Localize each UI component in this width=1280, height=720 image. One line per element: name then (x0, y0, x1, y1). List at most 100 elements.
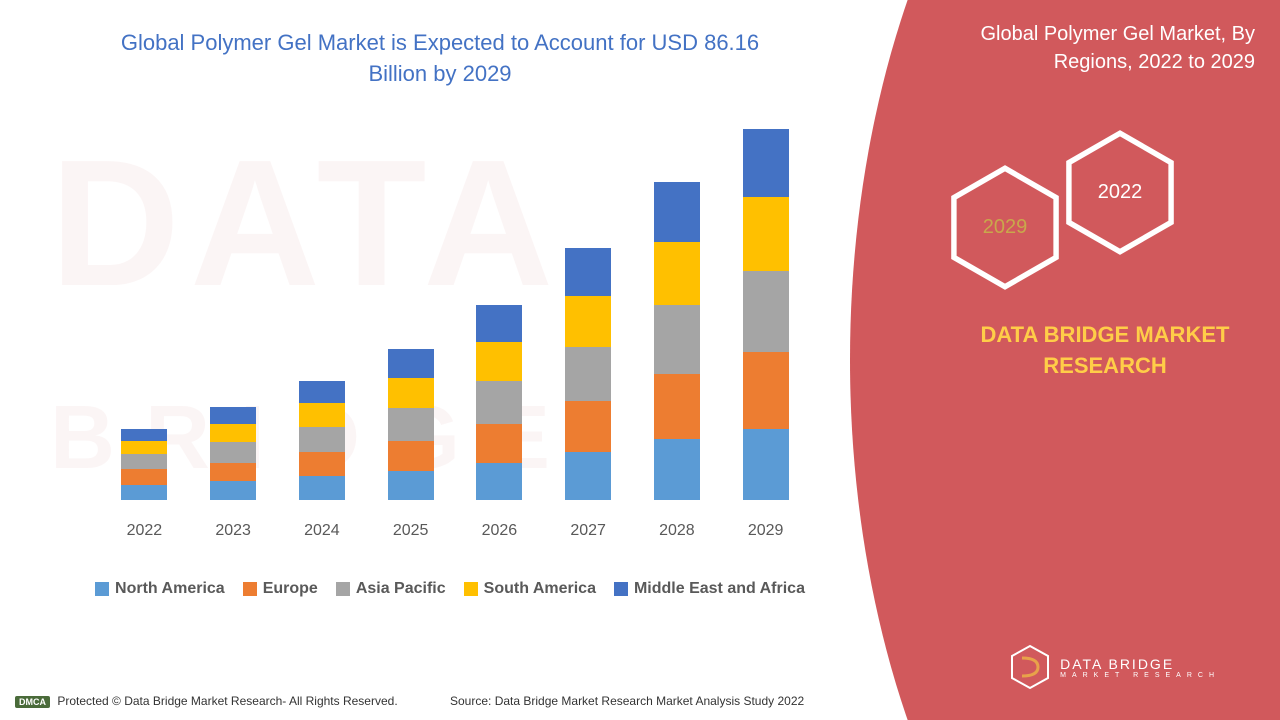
bar-segment (743, 271, 789, 353)
bar-segment (565, 347, 611, 401)
bar-segment (388, 471, 434, 500)
hex-2022-label: 2022 (1098, 181, 1143, 204)
bar-segment (121, 485, 167, 500)
bar-group (721, 129, 810, 500)
brand-name-text: DATA BRIDGE MARKET RESEARCH (960, 320, 1250, 382)
bar-group (189, 407, 278, 500)
right-panel: Global Polymer Gel Market, By Regions, 2… (850, 0, 1280, 720)
hexagon-2022: 2022 (1065, 130, 1175, 255)
bar-group (366, 349, 455, 500)
bar-segment (565, 452, 611, 500)
legend-swatch (95, 582, 109, 596)
bar-segment (565, 248, 611, 296)
legend-swatch (243, 582, 257, 596)
bar-segment (388, 349, 434, 378)
bar-segment (210, 463, 256, 482)
bar-segment (121, 441, 167, 455)
bar-segment (743, 129, 789, 197)
bar-segment (121, 454, 167, 469)
bar-segment (299, 427, 345, 453)
bar-stack (565, 248, 611, 500)
bar-segment (476, 463, 522, 500)
legend-item: Middle East and Africa (614, 580, 805, 598)
bar-stack (210, 407, 256, 500)
bar-segment (388, 408, 434, 440)
bar-segment (743, 429, 789, 500)
bar-segment (654, 374, 700, 439)
legend-swatch (464, 582, 478, 596)
footer-copyright: DMCA Protected © Data Bridge Market Rese… (15, 694, 398, 708)
bars-container (100, 120, 810, 500)
x-axis-label: 2028 (633, 522, 722, 540)
x-axis-labels: 20222023202420252026202720282029 (100, 522, 810, 540)
x-axis-label: 2025 (366, 522, 455, 540)
legend-label: Europe (263, 580, 318, 598)
bar-stack (743, 129, 789, 500)
x-axis-label: 2029 (721, 522, 810, 540)
bar-segment (121, 429, 167, 441)
bar-segment (299, 452, 345, 476)
bar-segment (388, 441, 434, 472)
bar-segment (743, 352, 789, 429)
chart-plot: 20222023202420252026202720282029 (100, 120, 810, 540)
x-axis-label: 2026 (455, 522, 544, 540)
legend-swatch (336, 582, 350, 596)
hex-2029-label: 2029 (983, 216, 1028, 239)
bar-segment (476, 381, 522, 424)
logo-text-block: DATA BRIDGE MARKET RESEARCH (1060, 656, 1220, 679)
bar-group (455, 305, 544, 500)
bar-segment (210, 424, 256, 443)
bar-segment (299, 403, 345, 427)
legend-item: South America (464, 580, 596, 598)
dmca-badge: DMCA (15, 696, 50, 708)
logo-hex-icon (1010, 644, 1050, 690)
legend-label: North America (115, 580, 225, 598)
bar-segment (299, 476, 345, 500)
logo-subtext: MARKET RESEARCH (1060, 672, 1220, 679)
legend-item: North America (95, 580, 225, 598)
x-axis-label: 2027 (544, 522, 633, 540)
bar-stack (299, 381, 345, 500)
bar-segment (210, 407, 256, 424)
legend-swatch (614, 582, 628, 596)
bar-group (278, 381, 367, 500)
bar-segment (743, 197, 789, 270)
bar-stack (121, 429, 167, 500)
bar-stack (388, 349, 434, 500)
legend-label: Middle East and Africa (634, 580, 805, 598)
x-axis-label: 2024 (278, 522, 367, 540)
x-axis-label: 2022 (100, 522, 189, 540)
legend-item: Europe (243, 580, 318, 598)
footer-source: Source: Data Bridge Market Research Mark… (450, 694, 804, 708)
right-panel-title: Global Polymer Gel Market, By Regions, 2… (955, 20, 1255, 76)
bar-segment (210, 481, 256, 500)
hexagon-group: 2029 2022 (950, 130, 1210, 310)
legend-item: Asia Pacific (336, 580, 446, 598)
bar-segment (476, 342, 522, 381)
chart-title: Global Polymer Gel Market is Expected to… (90, 28, 790, 90)
legend-label: Asia Pacific (356, 580, 446, 598)
bar-segment (299, 381, 345, 403)
bar-segment (388, 378, 434, 409)
logo-text: DATA BRIDGE (1060, 656, 1220, 672)
bar-segment (654, 305, 700, 375)
bar-segment (654, 439, 700, 500)
bar-segment (476, 424, 522, 463)
bar-segment (121, 469, 167, 484)
bar-segment (654, 242, 700, 305)
bar-group (544, 248, 633, 500)
footer-protected-text: Protected © Data Bridge Market Research-… (57, 694, 397, 708)
bar-stack (476, 305, 522, 500)
x-axis-label: 2023 (189, 522, 278, 540)
bar-group (633, 182, 722, 500)
main-chart-area: Global Polymer Gel Market is Expected to… (0, 0, 870, 720)
bar-segment (210, 442, 256, 462)
databridge-logo: DATA BRIDGE MARKET RESEARCH (1010, 644, 1220, 690)
bar-group (100, 429, 189, 500)
bar-segment (565, 296, 611, 347)
bar-segment (565, 401, 611, 452)
bar-segment (476, 305, 522, 342)
bar-segment (654, 182, 700, 242)
legend-label: South America (484, 580, 596, 598)
chart-legend: North America Europe Asia Pacific South Ame… (80, 580, 820, 598)
